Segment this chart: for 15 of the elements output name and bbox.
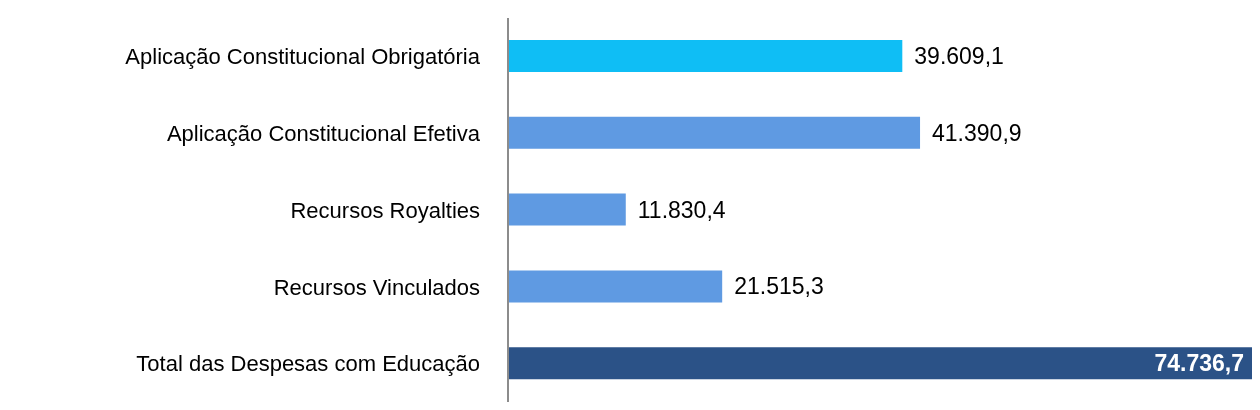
y-tick-label: Recursos Vinculados xyxy=(273,274,480,300)
data-label: 11.830,4 xyxy=(637,196,726,223)
data-label: 21.515,3 xyxy=(734,273,824,300)
bar xyxy=(508,193,626,226)
data-label: 74.736,7 xyxy=(1154,350,1244,377)
y-tick-label: Recursos Royalties xyxy=(290,197,480,223)
bar xyxy=(508,270,723,303)
data-label: 39.609,1 xyxy=(914,43,1004,69)
y-tick-label: Total das Despesas com Educação xyxy=(136,351,480,377)
y-tick-label: Aplicação Constitucional Obrigatória xyxy=(125,44,481,70)
bar xyxy=(508,116,921,149)
y-tick-label: Aplicação Constitucional Efetiva xyxy=(166,121,481,147)
bar xyxy=(508,40,903,72)
data-label: 41.390,9 xyxy=(932,119,1022,146)
bar xyxy=(508,347,1252,380)
